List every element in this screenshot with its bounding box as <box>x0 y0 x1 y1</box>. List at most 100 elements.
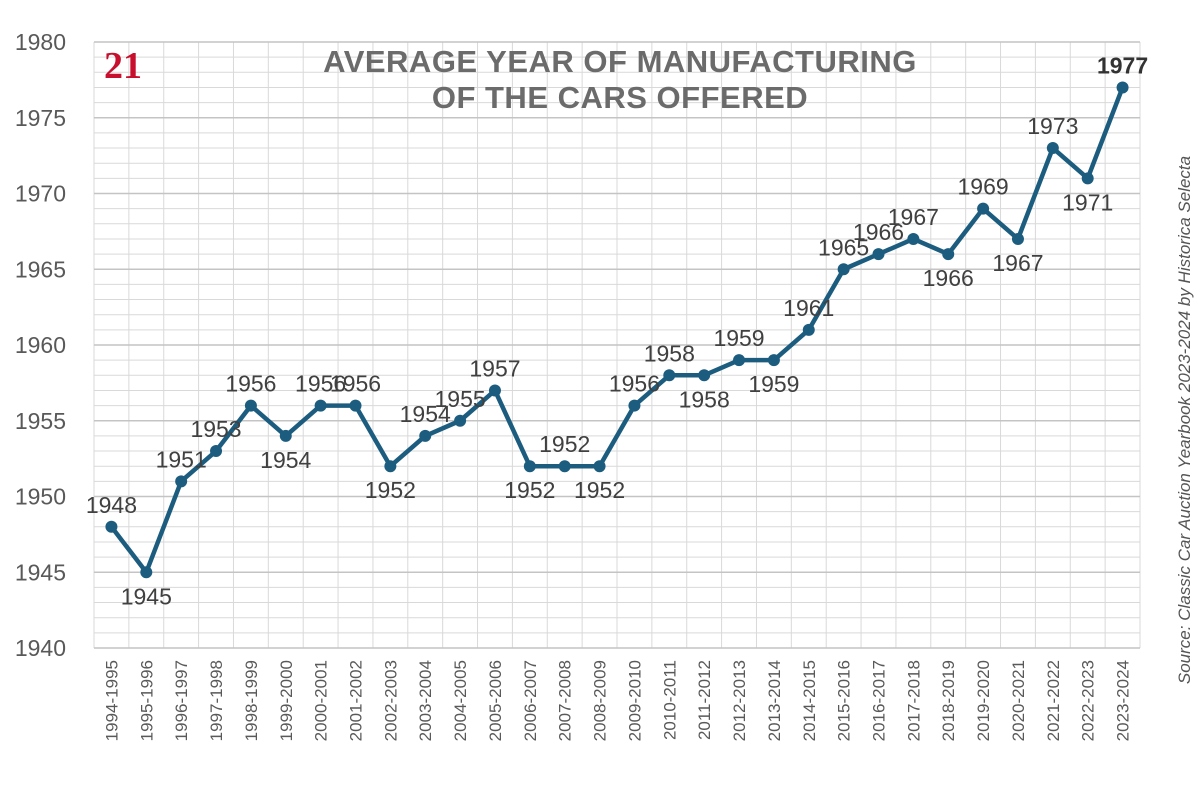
x-tick-label: 2023-2024 <box>1114 660 1133 741</box>
data-label: 1967 <box>888 204 939 230</box>
data-point <box>558 460 571 473</box>
chart-title-line-2: OF THE CARS OFFERED <box>431 80 809 115</box>
data-label: 1955 <box>435 386 486 412</box>
x-tick-label: 2014-2015 <box>800 660 819 741</box>
series-line <box>109 85 1125 575</box>
data-label: 1948 <box>86 492 137 518</box>
data-label: 1957 <box>469 355 520 381</box>
x-tick-label: 2002-2003 <box>381 660 400 741</box>
y-tick-label: 1965 <box>15 256 66 282</box>
x-tick-label: 2001-2002 <box>347 660 366 741</box>
data-point <box>140 566 153 579</box>
data-label: 1952 <box>574 477 625 503</box>
data-point <box>244 399 257 412</box>
data-point <box>488 384 501 397</box>
x-tick-label: 2006-2007 <box>521 660 540 741</box>
x-tick-label: 2003-2004 <box>416 660 435 741</box>
data-point <box>733 354 746 367</box>
data-point <box>175 475 188 488</box>
data-point <box>977 202 990 215</box>
data-point <box>279 429 292 442</box>
chart-title-line-1: AVERAGE YEAR OF MANUFACTURING <box>323 44 917 79</box>
x-tick-label: 1998-1999 <box>242 660 261 741</box>
data-point <box>419 429 432 442</box>
data-label: 1954 <box>400 401 451 427</box>
data-label: 1958 <box>679 386 730 412</box>
data-point <box>593 460 606 473</box>
x-tick-label: 2013-2014 <box>765 660 784 741</box>
data-point <box>523 460 536 473</box>
x-tick-label: 2020-2021 <box>1009 660 1028 741</box>
x-tick-label: 2012-2013 <box>730 660 749 741</box>
data-point <box>802 323 815 336</box>
data-point <box>314 399 327 412</box>
x-tick-label: 1995-1996 <box>137 660 156 741</box>
data-label: 1959 <box>748 371 799 397</box>
x-tick-label: 2017-2018 <box>904 660 923 741</box>
data-point <box>1081 172 1094 185</box>
data-label: 1973 <box>1027 113 1078 139</box>
x-tick-label: 2007-2008 <box>556 660 575 741</box>
chart-number-badge: 21 <box>104 45 142 87</box>
y-tick-label: 1950 <box>15 484 66 510</box>
x-tick-label: 2011-2012 <box>695 660 714 740</box>
x-tick-label: 1994-1995 <box>102 660 121 741</box>
data-label: 1971 <box>1062 189 1113 215</box>
data-label: 1966 <box>853 219 904 245</box>
x-tick-label: 2022-2023 <box>1079 660 1098 741</box>
x-tick-label: 2016-2017 <box>870 660 889 741</box>
data-label: 1958 <box>644 340 695 366</box>
data-label: 1954 <box>260 447 311 473</box>
x-tick-label: 2019-2020 <box>974 660 993 741</box>
data-label: 1965 <box>818 234 869 260</box>
data-label: 1967 <box>992 250 1043 276</box>
data-label: 1977 <box>1097 52 1148 78</box>
data-label: 1969 <box>958 174 1009 200</box>
data-label: 1966 <box>923 265 974 291</box>
data-point <box>1116 81 1129 94</box>
data-label: 1961 <box>783 295 834 321</box>
x-tick-label: 2004-2005 <box>451 660 470 741</box>
data-point <box>349 399 362 412</box>
data-label: 1956 <box>295 371 346 397</box>
x-tick-label: 2010-2011 <box>660 660 679 740</box>
data-point <box>384 460 397 473</box>
data-label: 1952 <box>539 431 590 457</box>
x-tick-label: 1996-1997 <box>172 660 191 741</box>
data-label: 1951 <box>156 446 207 472</box>
data-point <box>628 399 641 412</box>
x-tick-label: 1997-1998 <box>207 660 226 741</box>
data-label: 1945 <box>121 583 172 609</box>
grid <box>93 41 1141 649</box>
x-tick-label: 1999-2000 <box>277 660 296 741</box>
data-point <box>872 248 885 261</box>
x-tick-label: 2018-2019 <box>939 660 958 741</box>
data-point <box>837 263 850 276</box>
data-point <box>907 232 920 245</box>
x-tick-label: 2008-2009 <box>591 660 610 741</box>
data-label: 1952 <box>365 477 416 503</box>
data-point <box>767 354 780 367</box>
y-tick-label: 1945 <box>15 559 66 585</box>
data-label: 1953 <box>190 416 241 442</box>
y-tick-label: 1940 <box>15 635 66 661</box>
data-label: 1952 <box>504 477 555 503</box>
x-tick-label: 2015-2016 <box>835 660 854 741</box>
data-point <box>105 520 118 533</box>
data-label: 1956 <box>609 371 660 397</box>
data-point <box>942 248 955 261</box>
source-note: Source: Classic Car Auction Yearbook 202… <box>1175 155 1194 685</box>
y-tick-label: 1975 <box>15 105 66 131</box>
chart-title: AVERAGE YEAR OF MANUFACTURING OF THE CAR… <box>270 44 970 116</box>
x-tick-label: 2005-2006 <box>486 660 505 741</box>
data-label: 1956 <box>225 371 276 397</box>
y-tick-label: 1960 <box>15 332 66 358</box>
data-point <box>698 369 711 382</box>
data-point <box>663 369 676 382</box>
x-tick-label: 2021-2022 <box>1044 660 1063 741</box>
x-tick-label: 2000-2001 <box>312 660 331 741</box>
data-point <box>1046 142 1059 155</box>
data-point <box>1011 232 1024 245</box>
data-label: 1959 <box>713 325 764 351</box>
